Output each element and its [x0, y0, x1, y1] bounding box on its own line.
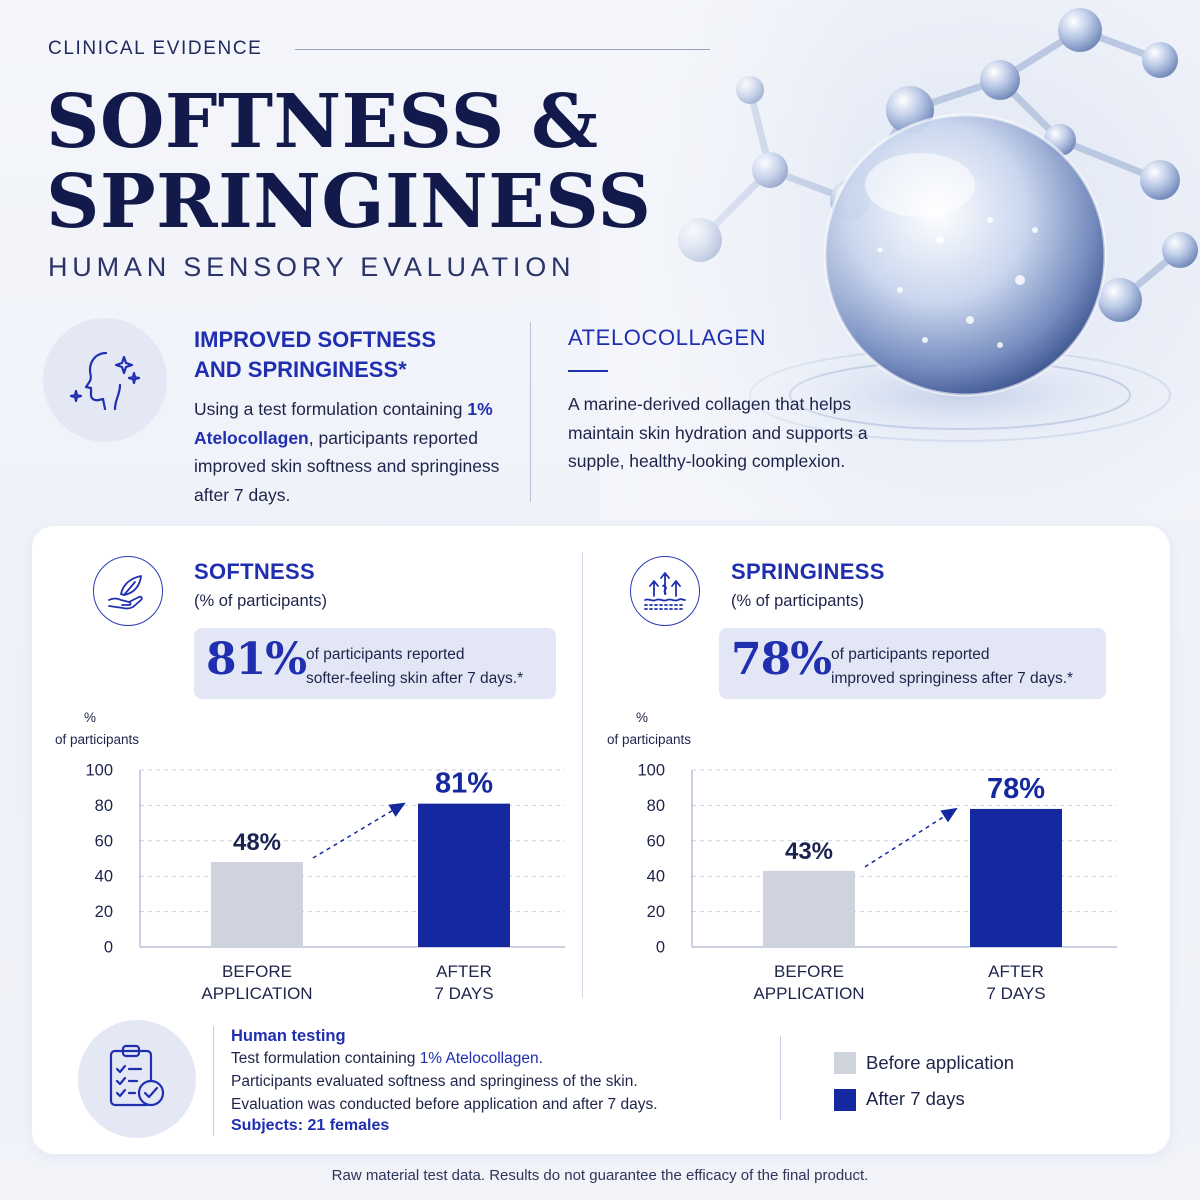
intro-highlight: 1% Atelocollagen	[194, 399, 493, 448]
softness-stat-line-2: softer-feeling skin after 7 days.*	[306, 670, 524, 687]
softness-ytick-label: 100	[85, 762, 113, 780]
panel-divider	[582, 552, 583, 998]
springiness-bar-value-label: 43%	[785, 838, 833, 865]
springiness-ylabel-line-1: %	[636, 710, 648, 725]
springiness-ytick-label: 60	[647, 832, 665, 850]
testing-title: Human testing	[231, 1027, 346, 1045]
softness-bar-chart: % of participants 0 20 40 60 80 100 48% BEFORE APP…	[55, 710, 565, 1003]
intro-heading-line-2: AND SPRINGINESS*	[194, 357, 407, 382]
softness-bar-value-label: 81%	[435, 768, 493, 800]
legend-label-after: After 7 days	[866, 1088, 965, 1109]
springiness-ytick-label: 40	[647, 868, 665, 886]
springiness-ytick-label: 80	[647, 797, 665, 815]
intro-heading: IMPROVED SOFTNESS AND SPRINGINESS*	[194, 325, 514, 385]
softness-stat-value: 81%	[206, 634, 307, 685]
softness-category-label: BEFORE	[222, 962, 292, 981]
softness-ytick-label: 20	[95, 903, 113, 921]
intro-heading-line-1: IMPROVED SOFTNESS	[194, 327, 437, 352]
legend-label-before: Before application	[866, 1052, 1015, 1073]
springiness-ylabel-line-2: of participants	[607, 732, 691, 747]
intro-text-after: , participants reported improved skin so…	[194, 427, 500, 505]
springiness-subtitle: (% of participants)	[731, 592, 864, 610]
springiness-category-label: 7 DAYS	[986, 984, 1045, 1003]
springiness-bar-after	[970, 808, 1062, 947]
legend-swatch-before	[834, 1052, 856, 1074]
softness-title: SOFTNESS	[194, 559, 315, 584]
springiness-category-label: APPLICATION	[753, 984, 864, 1003]
springiness-ytick-label: 0	[656, 939, 665, 957]
softness-ylabel-line-1: %	[84, 710, 96, 725]
springiness-stat-line-1: of participants reported	[831, 646, 990, 663]
springiness-stat-text: of participants reported improved spring…	[831, 643, 1073, 691]
softness-bar-after	[418, 803, 510, 947]
springiness-bar-value-label: 78%	[987, 773, 1045, 805]
springiness-trend-arrow-head	[940, 807, 958, 823]
intro-divider	[530, 322, 531, 502]
eyebrow-rule	[295, 49, 710, 50]
testing-line-1-highlight: 1% Atelocollagen	[419, 1050, 539, 1067]
feather-hand-icon	[93, 556, 163, 626]
softness-ytick-label: 40	[95, 868, 113, 886]
title-line-1: SOFTNESS &	[46, 79, 599, 165]
spring-arrows-icon	[630, 556, 700, 626]
softness-stat-line-1: of participants reported	[306, 646, 465, 663]
softness-ylabel-line-2: of participants	[55, 732, 139, 747]
title-line-2: SPRINGINESS	[46, 159, 652, 245]
softness-trend-arrow-line	[312, 802, 405, 859]
springiness-stat-value: 78%	[731, 634, 832, 685]
clipboard-check-icon	[78, 1020, 196, 1138]
springiness-stat-line-2: improved springiness after 7 days.*	[831, 670, 1074, 687]
softness-category-label: AFTER	[436, 962, 492, 981]
ingredient-name: ATELOCOLLAGEN	[568, 325, 767, 350]
intro-text-before: Using a test formulation containing	[194, 399, 463, 419]
softness-bar-before	[211, 862, 303, 947]
softness-stat-box: 81% of participants reported softer-feel…	[194, 628, 556, 699]
softness-ytick-label: 80	[95, 797, 113, 815]
testing-line-1-before: Test formulation containing	[231, 1050, 420, 1067]
softness-category-label: 7 DAYS	[434, 984, 493, 1003]
springiness-bar-before	[763, 870, 855, 947]
springiness-ytick-label: 100	[637, 762, 665, 780]
softness-category-label: APPLICATION	[201, 984, 312, 1003]
springiness-stat-box: 78% of participants reported improved sp…	[719, 628, 1106, 699]
testing-line-1-after: .	[538, 1050, 543, 1067]
springiness-title: SPRINGINESS	[731, 559, 885, 584]
disclaimer: Raw material test data. Results do not g…	[331, 1167, 869, 1184]
testing-line-3: Evaluation was conducted before applicat…	[231, 1096, 658, 1113]
springiness-ytick-label: 20	[647, 903, 665, 921]
ingredient-rule	[568, 370, 608, 372]
softness-bar-value-label: 48%	[233, 829, 281, 856]
page-title: SOFTNESS & SPRINGINESS	[46, 82, 651, 242]
softness-subtitle: (% of participants)	[194, 592, 327, 610]
testing-divider	[213, 1026, 214, 1136]
softness-ytick-label: 0	[104, 939, 113, 957]
springiness-trend-arrow-line	[864, 808, 957, 868]
softness-stat-text: of participants reported softer-feeling …	[306, 643, 523, 691]
softness-trend-arrow-head	[388, 802, 406, 817]
legend-divider	[780, 1036, 781, 1120]
softness-ytick-label: 60	[95, 832, 113, 850]
hero-fade	[600, 0, 860, 520]
eyebrow-label: CLINICAL EVIDENCE	[48, 38, 263, 59]
springiness-category-label: BEFORE	[774, 962, 844, 981]
springiness-bar-chart: % of participants 0 20 40 60 80 100 43% BEFORE APP…	[607, 710, 1117, 1003]
intro-text: Using a test formulation containing 1% A…	[194, 395, 524, 509]
legend-swatch-after	[834, 1089, 856, 1111]
page-subtitle: HUMAN SENSORY EVALUATION	[48, 252, 576, 282]
springiness-category-label: AFTER	[988, 962, 1044, 981]
testing-subjects: Subjects: 21 females	[231, 1117, 390, 1134]
face-sparkle-icon	[43, 318, 167, 442]
ingredient-description: A marine-derived collagen that helps mai…	[568, 394, 868, 471]
testing-line-1: Test formulation containing 1% Atelocoll…	[231, 1050, 543, 1068]
testing-line-2: Participants evaluated softness and spri…	[231, 1073, 638, 1090]
